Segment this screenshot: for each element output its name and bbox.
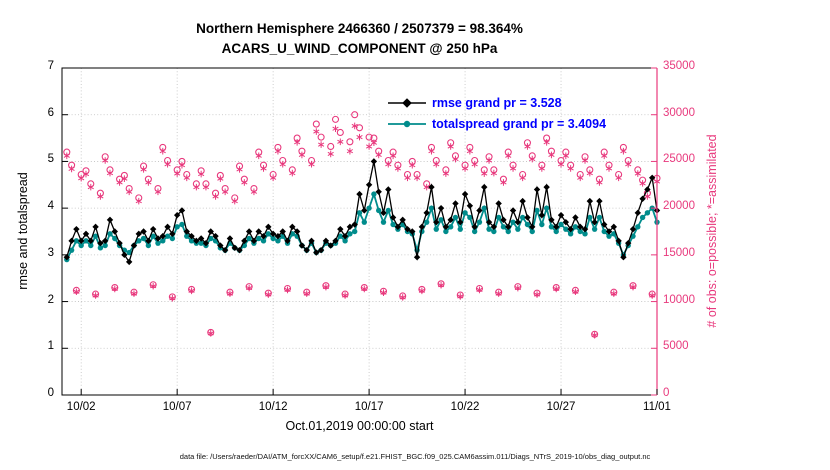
x-tick-label: 10/27 bbox=[546, 401, 576, 413]
legend-label-totalspread: totalspread grand pr = 3.4094 bbox=[432, 116, 607, 131]
legend-label-rmse: rmse grand pr = 3.528 bbox=[432, 95, 562, 110]
rmse-diamond-marker-icon bbox=[388, 97, 426, 108]
y-tick-label-right: 20000 bbox=[663, 200, 695, 213]
x-tick-label: 10/22 bbox=[450, 401, 480, 413]
y-tick-label-right: 30000 bbox=[663, 106, 695, 119]
y-tick-label-right: 25000 bbox=[663, 153, 695, 166]
y-tick-label-left: 3 bbox=[47, 246, 54, 259]
y-tick-label-left: 1 bbox=[47, 340, 54, 353]
caption-datafile: data file: /Users/raeder/DAI/ATM_forcXX/… bbox=[179, 452, 651, 461]
y-tick-label-left: 7 bbox=[47, 60, 54, 72]
x-tick-label: 10/07 bbox=[162, 401, 192, 413]
y-tick-label-right: 0 bbox=[663, 387, 670, 399]
figure-title-line1: Northern Hemisphere 2466360 / 2507379 = … bbox=[196, 21, 523, 36]
y-tick-label-right: 15000 bbox=[663, 246, 695, 259]
x-axis-label: Oct.01,2019 00:00:00 start bbox=[285, 419, 434, 433]
y-tick-label-right: 5000 bbox=[663, 340, 689, 353]
y-tick-label-left: 2 bbox=[47, 293, 54, 306]
figure-title-line2: ACARS_U_WIND_COMPONENT @ 250 hPa bbox=[221, 41, 498, 56]
totalspread-circle-marker-icon bbox=[388, 120, 426, 127]
y-axis-label-left: rmse and totalspread bbox=[16, 172, 30, 290]
y-tick-label-left: 5 bbox=[47, 153, 54, 166]
y-tick-label-right: 10000 bbox=[663, 293, 695, 306]
x-tick-label: 10/12 bbox=[258, 401, 288, 413]
y-tick-label-left: 4 bbox=[47, 200, 54, 213]
legend-item-totalspread: totalspread grand pr = 3.4094 bbox=[388, 113, 606, 134]
x-tick-label: 10/02 bbox=[66, 401, 96, 413]
y-tick-label-left: 6 bbox=[47, 106, 54, 119]
x-tick-label: 11/01 bbox=[643, 401, 671, 413]
x-tick-label: 10/17 bbox=[354, 401, 384, 413]
y-tick-label-right: 35000 bbox=[663, 60, 695, 72]
legend-item-rmse: rmse grand pr = 3.528 bbox=[388, 92, 606, 113]
legend: rmse grand pr = 3.528 totalspread grand … bbox=[388, 92, 606, 134]
y-tick-label-left: 0 bbox=[47, 387, 54, 399]
